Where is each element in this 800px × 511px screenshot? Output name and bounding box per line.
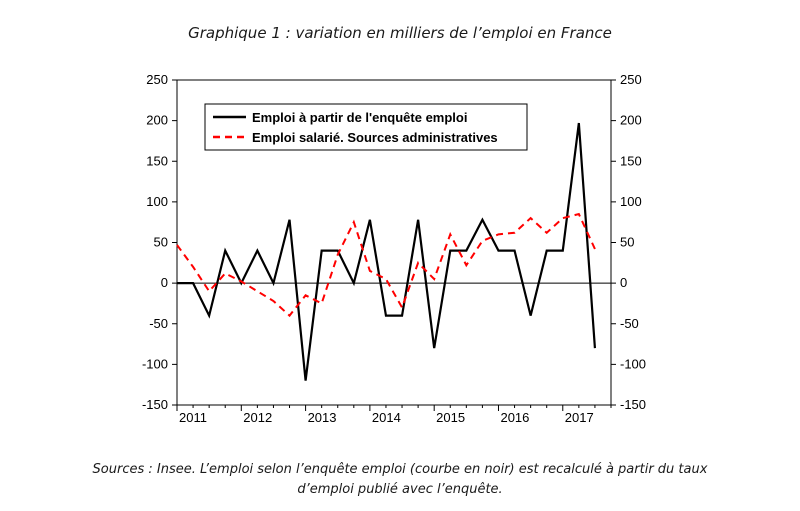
series-line-2: [176, 212, 596, 318]
y-tick-label-right: 250: [620, 72, 642, 87]
legend-box: [204, 103, 528, 151]
y-tick-label-left: 0: [161, 275, 168, 290]
x-tick-label: 2012: [243, 410, 272, 425]
x-tick-label: 2016: [500, 410, 529, 425]
y-tick-label-right: 200: [620, 113, 642, 128]
source-note: Sources : Insee. L’emploi selon l’enquêt…: [40, 460, 760, 500]
y-tick-label-right: -150: [620, 397, 646, 412]
y-tick-label-right: -100: [620, 356, 646, 371]
y-tick-label-left: -100: [142, 356, 168, 371]
source-line-1: Sources : Insee. L’emploi selon l’enquêt…: [92, 462, 708, 477]
legend-label-series-1: Emploi à partir de l'enquête emploi: [252, 110, 467, 125]
legend: Emploi à partir de l'enquête emploi Empl…: [204, 103, 528, 151]
y-tick-label-left: -50: [149, 316, 168, 331]
chart-title: Graphique 1 : variation en milliers de l…: [188, 24, 612, 42]
y-tick-label-left: 150: [146, 153, 168, 168]
x-tick-label: 2011: [179, 410, 207, 425]
y-tick-label-right: 50: [620, 235, 634, 250]
y-tick-label-left: 250: [146, 72, 168, 87]
y-tick-label-left: 100: [146, 194, 168, 209]
y-tick-label-left: 200: [146, 113, 168, 128]
y-tick-label-right: 100: [620, 194, 642, 209]
legend-label-series-2: Emploi salarié. Sources administratives: [252, 130, 498, 145]
series-line-1: [177, 122, 597, 381]
x-tick-label: 2013: [308, 410, 337, 425]
x-tick-label: 2015: [436, 410, 465, 425]
x-tick-label: 2014: [372, 410, 401, 425]
x-tick-label: 2017: [565, 410, 594, 425]
y-tick-label-right: 150: [620, 153, 642, 168]
y-tick-label-right: -50: [620, 316, 639, 331]
y-tick-label-right: 0: [620, 275, 627, 290]
y-tick-label-left: -150: [142, 397, 168, 412]
y-tick-label-left: 50: [154, 235, 168, 250]
line-chart: 250 200 150 100 50 0 -50 -100 -150 250 200 150 100 50…: [142, 72, 646, 425]
source-line-2: d’emploi publié avec l’enquête.: [297, 482, 503, 497]
